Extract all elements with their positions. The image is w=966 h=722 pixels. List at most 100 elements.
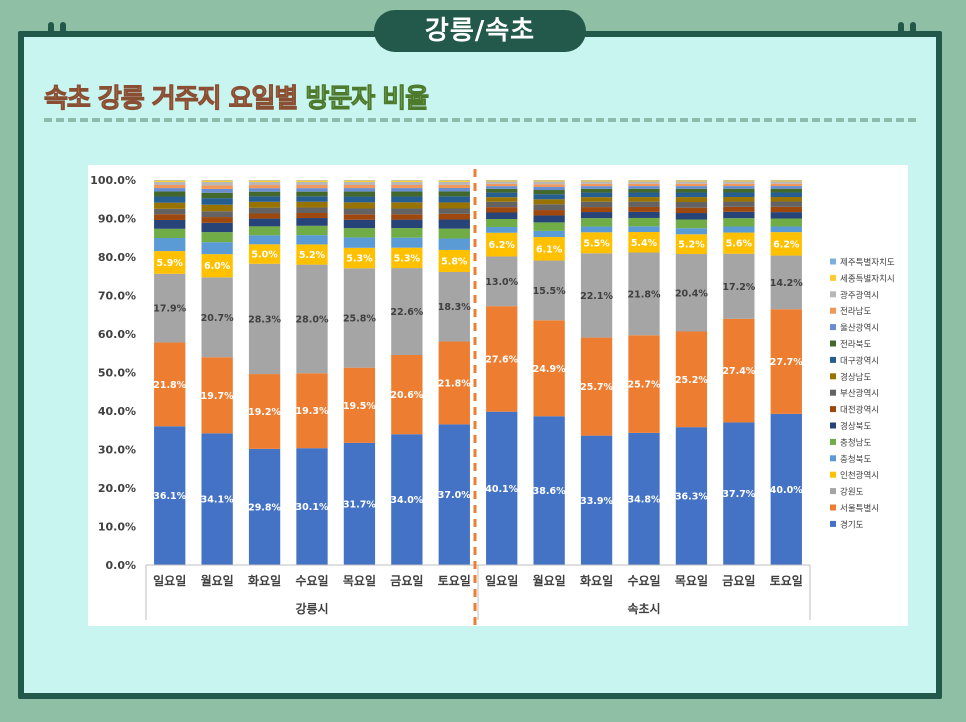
bar-segment	[770, 183, 802, 187]
data-label: 34.8%	[628, 494, 661, 505]
bar-segment	[675, 234, 708, 255]
bar-segment	[723, 232, 755, 254]
legend-swatch	[830, 274, 836, 281]
bar-segment	[343, 196, 376, 203]
bar-segment	[675, 228, 708, 235]
bar-segment	[628, 226, 660, 233]
bar-segment	[154, 238, 186, 252]
bar-segment	[296, 188, 328, 192]
data-label: 5.3%	[346, 254, 373, 265]
bar-segment	[438, 424, 470, 565]
bar-segment	[296, 235, 328, 245]
bar-segment	[391, 196, 423, 203]
data-label: 21.8%	[628, 289, 661, 300]
bar-segment	[296, 180, 328, 182]
bar-segment	[675, 197, 708, 203]
bar-segment	[770, 188, 802, 193]
bar-segment	[201, 198, 233, 205]
data-label: 40.1%	[485, 484, 518, 495]
legend-swatch	[830, 504, 836, 511]
bar-segment	[201, 192, 233, 199]
legend-swatch	[830, 438, 836, 445]
page-heading: 속초 강릉 거주지 요일별 방문자 비율	[43, 78, 429, 115]
bar-segment	[486, 181, 518, 184]
bar-segment	[343, 188, 376, 192]
bar-segment	[533, 190, 565, 195]
bar-segment	[391, 237, 423, 248]
bar-segment	[675, 183, 708, 187]
data-label: 20.7%	[201, 313, 234, 324]
bar-segment	[154, 184, 186, 189]
data-label: 20.4%	[675, 288, 708, 299]
bar-segment	[343, 228, 376, 238]
bar-segment	[533, 199, 565, 205]
bar-segment	[723, 188, 755, 193]
bar-segment	[296, 191, 328, 197]
legend-swatch	[830, 389, 836, 396]
bar-segment	[438, 196, 470, 203]
bar-segment	[343, 214, 376, 220]
bar-segment	[770, 226, 802, 233]
bar-segment	[154, 273, 186, 343]
bar-segment	[248, 180, 281, 182]
y-tick-label: 70.0%	[98, 290, 136, 303]
bar-segment	[296, 264, 328, 374]
data-label: 6.2%	[773, 239, 800, 250]
bar-segment	[343, 268, 376, 368]
bar-segment	[675, 219, 708, 229]
x-tick-label: 목요일	[675, 574, 708, 588]
data-label: 19.5%	[343, 401, 376, 412]
bar-segment	[675, 180, 708, 182]
bar-segment	[391, 188, 423, 192]
bar-segment	[391, 191, 423, 197]
bar-segment	[296, 181, 328, 186]
bar-segment	[675, 207, 708, 214]
legend-swatch	[830, 340, 836, 347]
bar-segment	[154, 251, 186, 274]
bar-segment	[580, 201, 613, 208]
bar-segment	[580, 180, 613, 182]
bar-segment	[486, 227, 518, 233]
bar-segment	[201, 254, 233, 278]
y-tick-label: 50.0%	[98, 367, 136, 380]
bar-segment	[154, 219, 186, 229]
bar-segment	[343, 247, 376, 269]
bar-segment	[533, 210, 565, 216]
data-label: 14.2%	[770, 278, 803, 289]
bar-segment	[628, 181, 660, 184]
data-label: 36.3%	[675, 492, 708, 503]
legend-label: 광주광역시	[840, 290, 879, 301]
legend-label: 서울특별시	[840, 503, 879, 514]
bar-segment	[438, 191, 470, 197]
bar-segment	[723, 186, 755, 189]
data-label: 40.0%	[770, 485, 803, 496]
legend-label: 경상남도	[840, 372, 871, 383]
data-label: 31.7%	[343, 499, 376, 510]
bar-segment	[628, 252, 660, 336]
bar-segment	[248, 244, 281, 264]
x-tick-label: 토요일	[438, 574, 471, 588]
bar-segment	[296, 201, 328, 208]
bar-segment	[628, 432, 660, 565]
data-label: 5.3%	[394, 253, 421, 264]
bar-segment	[533, 181, 565, 185]
data-label: 5.9%	[157, 258, 184, 269]
bar-segment	[675, 427, 708, 565]
legend-label: 충청남도	[840, 438, 871, 448]
bar-segment	[723, 183, 755, 187]
bar-segment	[201, 185, 233, 189]
bar-segment	[391, 434, 423, 565]
bar-segment	[296, 185, 328, 189]
bar-segment	[675, 186, 708, 189]
bar-segment	[248, 235, 281, 245]
bar-segment	[343, 180, 376, 182]
bar-segment	[675, 192, 708, 198]
data-label: 25.2%	[675, 375, 708, 386]
bar-segment	[770, 201, 802, 207]
bar-segment	[248, 218, 281, 227]
bar-segment	[486, 192, 518, 198]
bar-segment	[628, 206, 660, 212]
bar-segment	[486, 232, 518, 257]
bar-segment	[533, 320, 565, 417]
x-tick-label: 일요일	[485, 574, 518, 588]
